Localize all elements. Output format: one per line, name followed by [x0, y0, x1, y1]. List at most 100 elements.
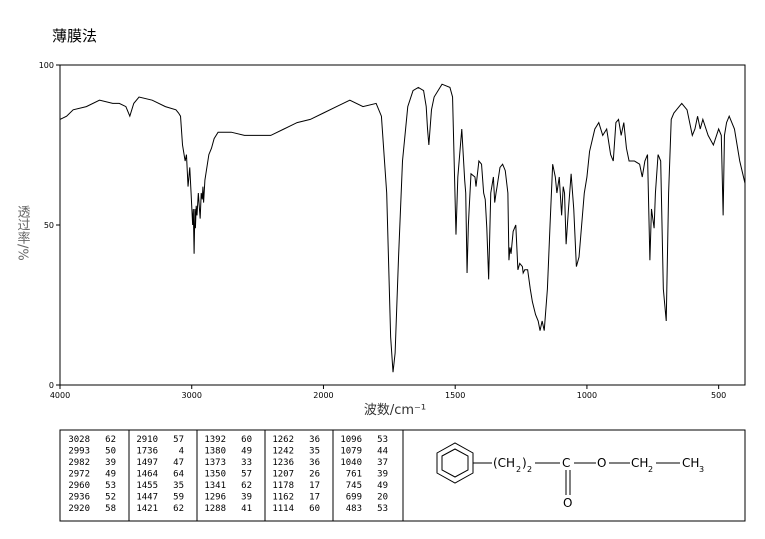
peak-transmittance: 17: [309, 493, 320, 503]
y-tick-label: 50: [44, 221, 54, 230]
peak-table: 3028 62 2993 50 2982 39 2972 49 2960 53 2936 52 2920…: [68, 430, 388, 521]
peak-transmittance: 59: [173, 493, 184, 503]
peak-wavenumber: 1736: [136, 447, 158, 457]
benzene-ring: [436, 442, 474, 484]
peak-wavenumber: 2910: [136, 435, 158, 445]
peak-transmittance: 57: [173, 435, 184, 445]
peak-transmittance: 62: [105, 435, 116, 445]
peak-wavenumber: 1341: [204, 481, 226, 491]
peak-wavenumber: 1079: [340, 447, 362, 457]
peak-wavenumber: 1207: [272, 470, 294, 480]
peak-transmittance: 35: [173, 481, 184, 491]
peak-wavenumber: 2972: [68, 470, 90, 480]
peak-transmittance: 36: [309, 458, 320, 468]
peak-wavenumber: 761: [346, 470, 362, 480]
peak-wavenumber: 1455: [136, 481, 158, 491]
peak-transmittance: 49: [241, 447, 252, 457]
peak-wavenumber: 2982: [68, 458, 90, 468]
peak-wavenumber: 1114: [272, 504, 294, 514]
peak-wavenumber: 483: [346, 504, 362, 514]
peak-transmittance: 58: [105, 504, 116, 514]
peak-wavenumber: 1162: [272, 493, 294, 503]
peak-transmittance: 33: [241, 458, 252, 468]
benzene-inner: [441, 448, 469, 478]
peak-transmittance: 49: [377, 481, 388, 491]
peak-wavenumber: 1236: [272, 458, 294, 468]
peak-transmittance: 41: [241, 504, 252, 514]
x-tick-label: 500: [711, 391, 726, 400]
peak-wavenumber: 1242: [272, 447, 294, 457]
peak-wavenumber: 1040: [340, 458, 362, 468]
chem-text: O: [563, 496, 572, 510]
peak-transmittance: 62: [241, 481, 252, 491]
peak-wavenumber: 1392: [204, 435, 226, 445]
plot-frame: [59, 64, 746, 386]
peak-transmittance: 44: [377, 447, 388, 457]
peak-transmittance: 50: [105, 447, 116, 457]
x-tick-label: 1000: [577, 391, 597, 400]
peak-wavenumber: 1447: [136, 493, 158, 503]
peak-transmittance: 20: [377, 493, 388, 503]
peak-wavenumber: 2936: [68, 493, 90, 503]
peak-wavenumber: 1497: [136, 458, 158, 468]
y-axis-label: 透过率/%: [15, 205, 31, 261]
peak-transmittance: 35: [309, 447, 320, 457]
x-tick-label: 4000: [50, 391, 70, 400]
peak-transmittance: 4: [179, 447, 184, 457]
peak-transmittance: 39: [241, 493, 252, 503]
spectrum-line: [59, 83, 746, 373]
chem-text: 2: [648, 465, 653, 474]
peak-wavenumber: 2920: [68, 504, 90, 514]
peak-transmittance: 52: [105, 493, 116, 503]
peak-wavenumber: 699: [346, 493, 362, 503]
peak-transmittance: 49: [105, 470, 116, 480]
peak-wavenumber: 1464: [136, 470, 158, 480]
peak-transmittance: 26: [309, 470, 320, 480]
peak-transmittance: 47: [173, 458, 184, 468]
peak-transmittance: 64: [173, 470, 184, 480]
chem-text: 2: [516, 465, 521, 474]
y-tick-label: 0: [49, 381, 54, 390]
peak-transmittance: 60: [241, 435, 252, 445]
peak-wavenumber: 1262: [272, 435, 294, 445]
peak-wavenumber: 2960: [68, 481, 90, 491]
peak-transmittance: 62: [173, 504, 184, 514]
x-tick-label: 1500: [445, 391, 465, 400]
peak-wavenumber: 745: [346, 481, 362, 491]
peak-transmittance: 39: [105, 458, 116, 468]
chem-text: CH: [631, 456, 648, 470]
peak-wavenumber: 2993: [68, 447, 90, 457]
peak-transmittance: 17: [309, 481, 320, 491]
peak-wavenumber: 1421: [136, 504, 158, 514]
x-tick-label: 2000: [313, 391, 333, 400]
chem-text: CH: [682, 456, 699, 470]
structure: (CH 2 ) 2 C O O CH 2 CH 3: [436, 442, 704, 510]
peak-transmittance: 53: [377, 504, 388, 514]
peak-transmittance: 37: [377, 458, 388, 468]
peak-transmittance: 57: [241, 470, 252, 480]
peak-wavenumber: 1373: [204, 458, 226, 468]
peak-wavenumber: 1380: [204, 447, 226, 457]
chem-text: ): [522, 456, 527, 470]
peak-wavenumber: 1288: [204, 504, 226, 514]
peak-wavenumber: 1178: [272, 481, 294, 491]
chem-text: 2: [527, 465, 532, 474]
peak-transmittance: 36: [309, 435, 320, 445]
peak-wavenumber: 1350: [204, 470, 226, 480]
peak-transmittance: 53: [105, 481, 116, 491]
x-tick-label: 3000: [182, 391, 202, 400]
chem-text: C: [562, 456, 570, 470]
chem-text: O: [597, 456, 606, 470]
x-axis-label: 波数/cm⁻¹: [364, 403, 426, 418]
peak-wavenumber: 1296: [204, 493, 226, 503]
chart-title: 薄膜法: [52, 27, 97, 45]
peak-wavenumber: 1096: [340, 435, 362, 445]
peak-transmittance: 39: [377, 470, 388, 480]
peak-transmittance: 53: [377, 435, 388, 445]
y-tick-label: 100: [39, 61, 54, 70]
chem-text: (CH: [493, 456, 515, 470]
chem-text: 3: [699, 465, 704, 474]
plot: 4000 3000 2000 1500 1000 500 0 50 100: [39, 61, 746, 400]
peak-transmittance: 60: [309, 504, 320, 514]
